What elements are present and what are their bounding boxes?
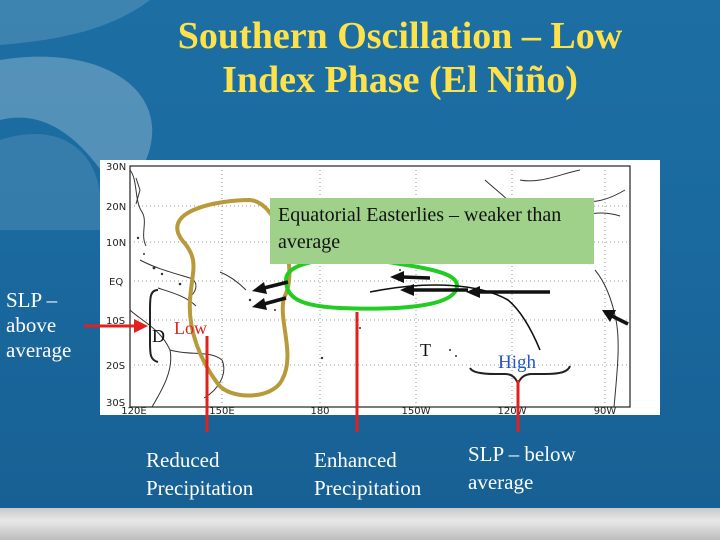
enhanced-precip-line: Enhanced — [314, 448, 397, 472]
lat-tick: 30S — [106, 398, 125, 409]
lon-tick: 120W — [498, 406, 527, 415]
lat-tick-labels: 30N 20N 10N EQ 10S 20S 30S — [106, 162, 126, 409]
map-label-low: Low — [174, 318, 207, 338]
map-label-d: D — [152, 326, 165, 346]
lat-tick: 10S — [106, 316, 125, 327]
reduced-precip-line: Precipitation — [146, 476, 254, 500]
slp-above-line: average — [6, 338, 72, 362]
lon-tick: 90W — [594, 406, 617, 415]
map-label-high: High — [498, 352, 537, 373]
left-bracket — [149, 289, 159, 363]
slp-below-label: SLP – below average — [468, 440, 576, 496]
enhanced-precip-line: Precipitation — [314, 476, 422, 500]
title-line-1: Southern Oscillation – Low — [177, 15, 623, 57]
lon-tick-labels: 120E 150E 180 150W 120W 90W — [121, 406, 616, 415]
slp-below-line: SLP – below — [468, 442, 576, 466]
reduced-precip-label: Reduced Precipitation — [146, 446, 253, 502]
slide-title: Southern Oscillation – Low Index Phase (… — [100, 14, 700, 102]
enhanced-precip-label: Enhanced Precipitation — [314, 446, 421, 502]
bottom-bar — [0, 508, 720, 540]
lat-tick: EQ — [109, 277, 123, 288]
lon-tick: 150E — [209, 406, 234, 415]
slp-below-line: average — [468, 470, 534, 494]
lon-tick: 180 — [310, 406, 329, 415]
lat-tick: 20N — [106, 202, 126, 213]
islands — [136, 236, 457, 360]
map-label-t: T — [420, 340, 431, 360]
lat-tick: 30N — [106, 162, 126, 173]
lon-tick: 150W — [402, 406, 431, 415]
slp-above-label: SLP – above average — [6, 288, 71, 363]
reduced-precip-line: Reduced — [146, 448, 220, 472]
lat-tick: 20S — [106, 361, 125, 372]
slp-above-line: above — [6, 313, 57, 337]
slp-above-line: SLP – — [6, 288, 58, 312]
title-line-2: Index Phase (El Niño) — [222, 59, 578, 101]
olive-contour — [175, 197, 292, 398]
wind-arrows — [252, 271, 629, 326]
easterlies-callout: Equatorial Easterlies – weaker than aver… — [270, 198, 594, 264]
lat-tick: 10N — [106, 238, 126, 249]
lon-tick: 120E — [121, 406, 146, 415]
